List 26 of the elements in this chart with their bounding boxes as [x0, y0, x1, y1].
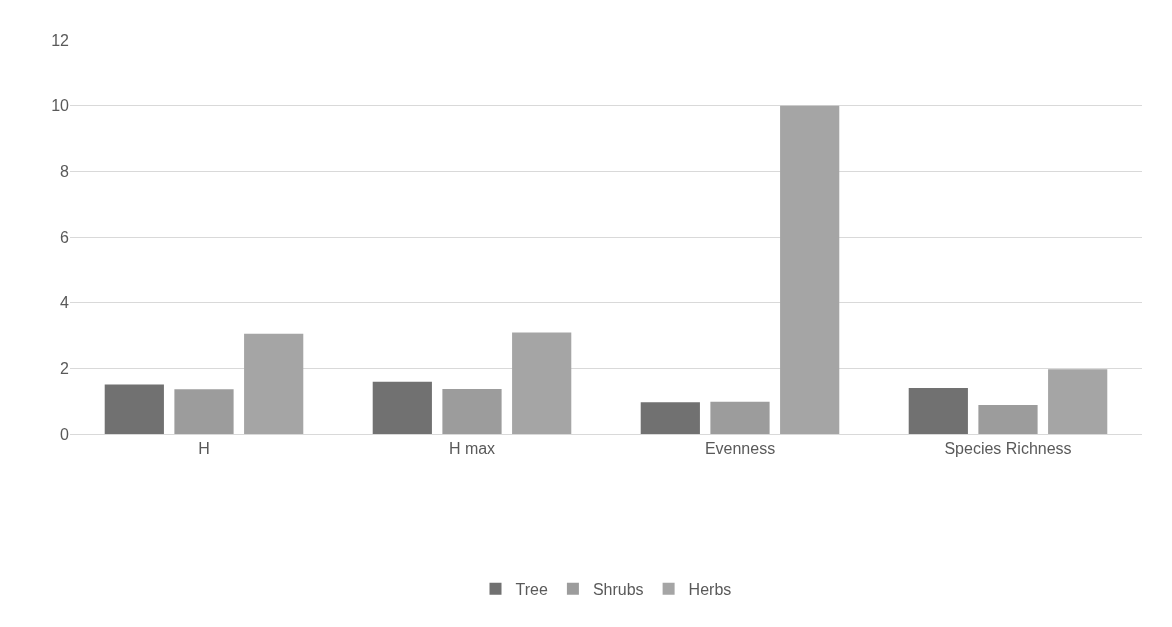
bar [908, 388, 968, 434]
bar [104, 384, 164, 434]
bar [978, 405, 1038, 434]
bar [442, 389, 502, 434]
legend-label: Shrubs [592, 581, 644, 599]
legend-label: Herbs [688, 581, 732, 599]
y-tick-label: 10 [51, 97, 70, 115]
y-tick-label: 0 [60, 425, 70, 443]
x-tick-label: H max [448, 440, 496, 458]
bar [780, 105, 840, 434]
bar [1048, 369, 1108, 434]
y-tick-label: 6 [60, 228, 70, 246]
bar [512, 332, 572, 434]
y-tick-label: 4 [60, 294, 70, 312]
x-tick-label: H [198, 440, 210, 458]
x-tick-label: Evenness [704, 440, 776, 458]
y-tick-label: 2 [60, 359, 70, 377]
bar [244, 333, 304, 434]
x-tick-label: Species Richness [944, 440, 1072, 458]
y-tick-label: 12 [51, 31, 70, 49]
bar [174, 389, 234, 434]
legend-label: Tree [515, 581, 548, 599]
y-tick-label: 8 [60, 162, 70, 180]
bar [640, 402, 700, 434]
bar [372, 381, 432, 434]
bar [710, 401, 770, 434]
